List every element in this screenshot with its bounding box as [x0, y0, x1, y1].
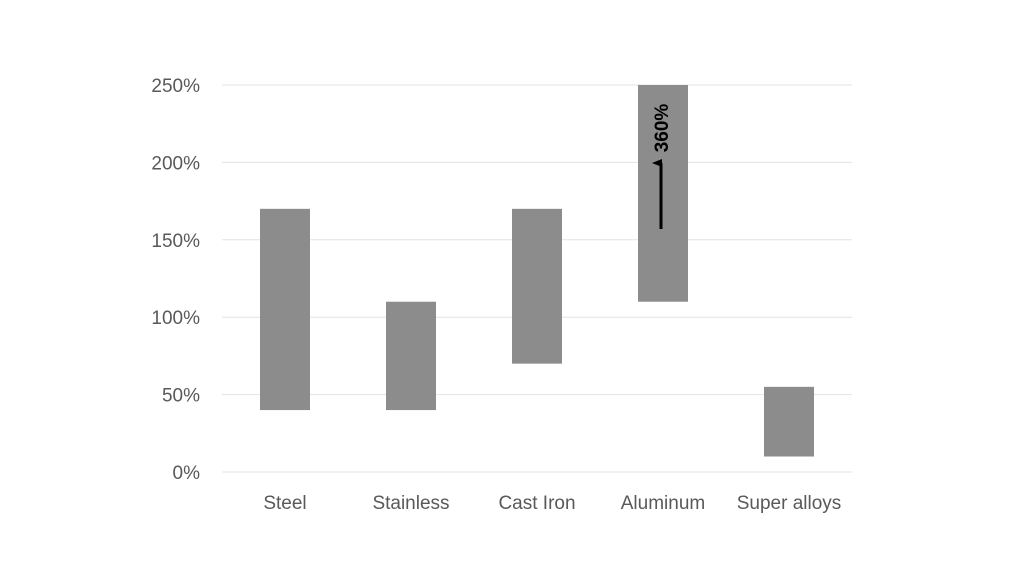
y-tick-label: 100% — [151, 308, 200, 329]
overflow-value-label: 360% — [652, 104, 673, 153]
x-category-label: Super alloys — [737, 493, 842, 514]
bar-cast-iron — [512, 208, 562, 364]
bar-super-alloys — [764, 386, 814, 457]
x-category-label: Aluminum — [621, 493, 705, 514]
y-tick-label: 50% — [162, 386, 200, 407]
bar-aluminum — [638, 85, 688, 302]
bars — [260, 85, 814, 457]
y-tick-label: 0% — [173, 463, 201, 484]
y-axis-tick-labels: 0% 50% 100% 150% 200% 250% — [151, 76, 200, 484]
y-tick-label: 250% — [151, 76, 200, 97]
x-axis-category-labels: Steel Stainless Cast Iron Aluminum Super all… — [263, 493, 841, 514]
annotations: 360% — [652, 104, 673, 229]
x-category-label: Steel — [263, 493, 306, 514]
y-tick-label: 150% — [151, 231, 200, 252]
y-tick-label: 200% — [151, 153, 200, 174]
bar-stainless — [386, 301, 436, 411]
bar-steel — [260, 208, 310, 411]
x-category-label: Cast Iron — [498, 493, 575, 514]
x-category-label: Stainless — [372, 493, 449, 514]
